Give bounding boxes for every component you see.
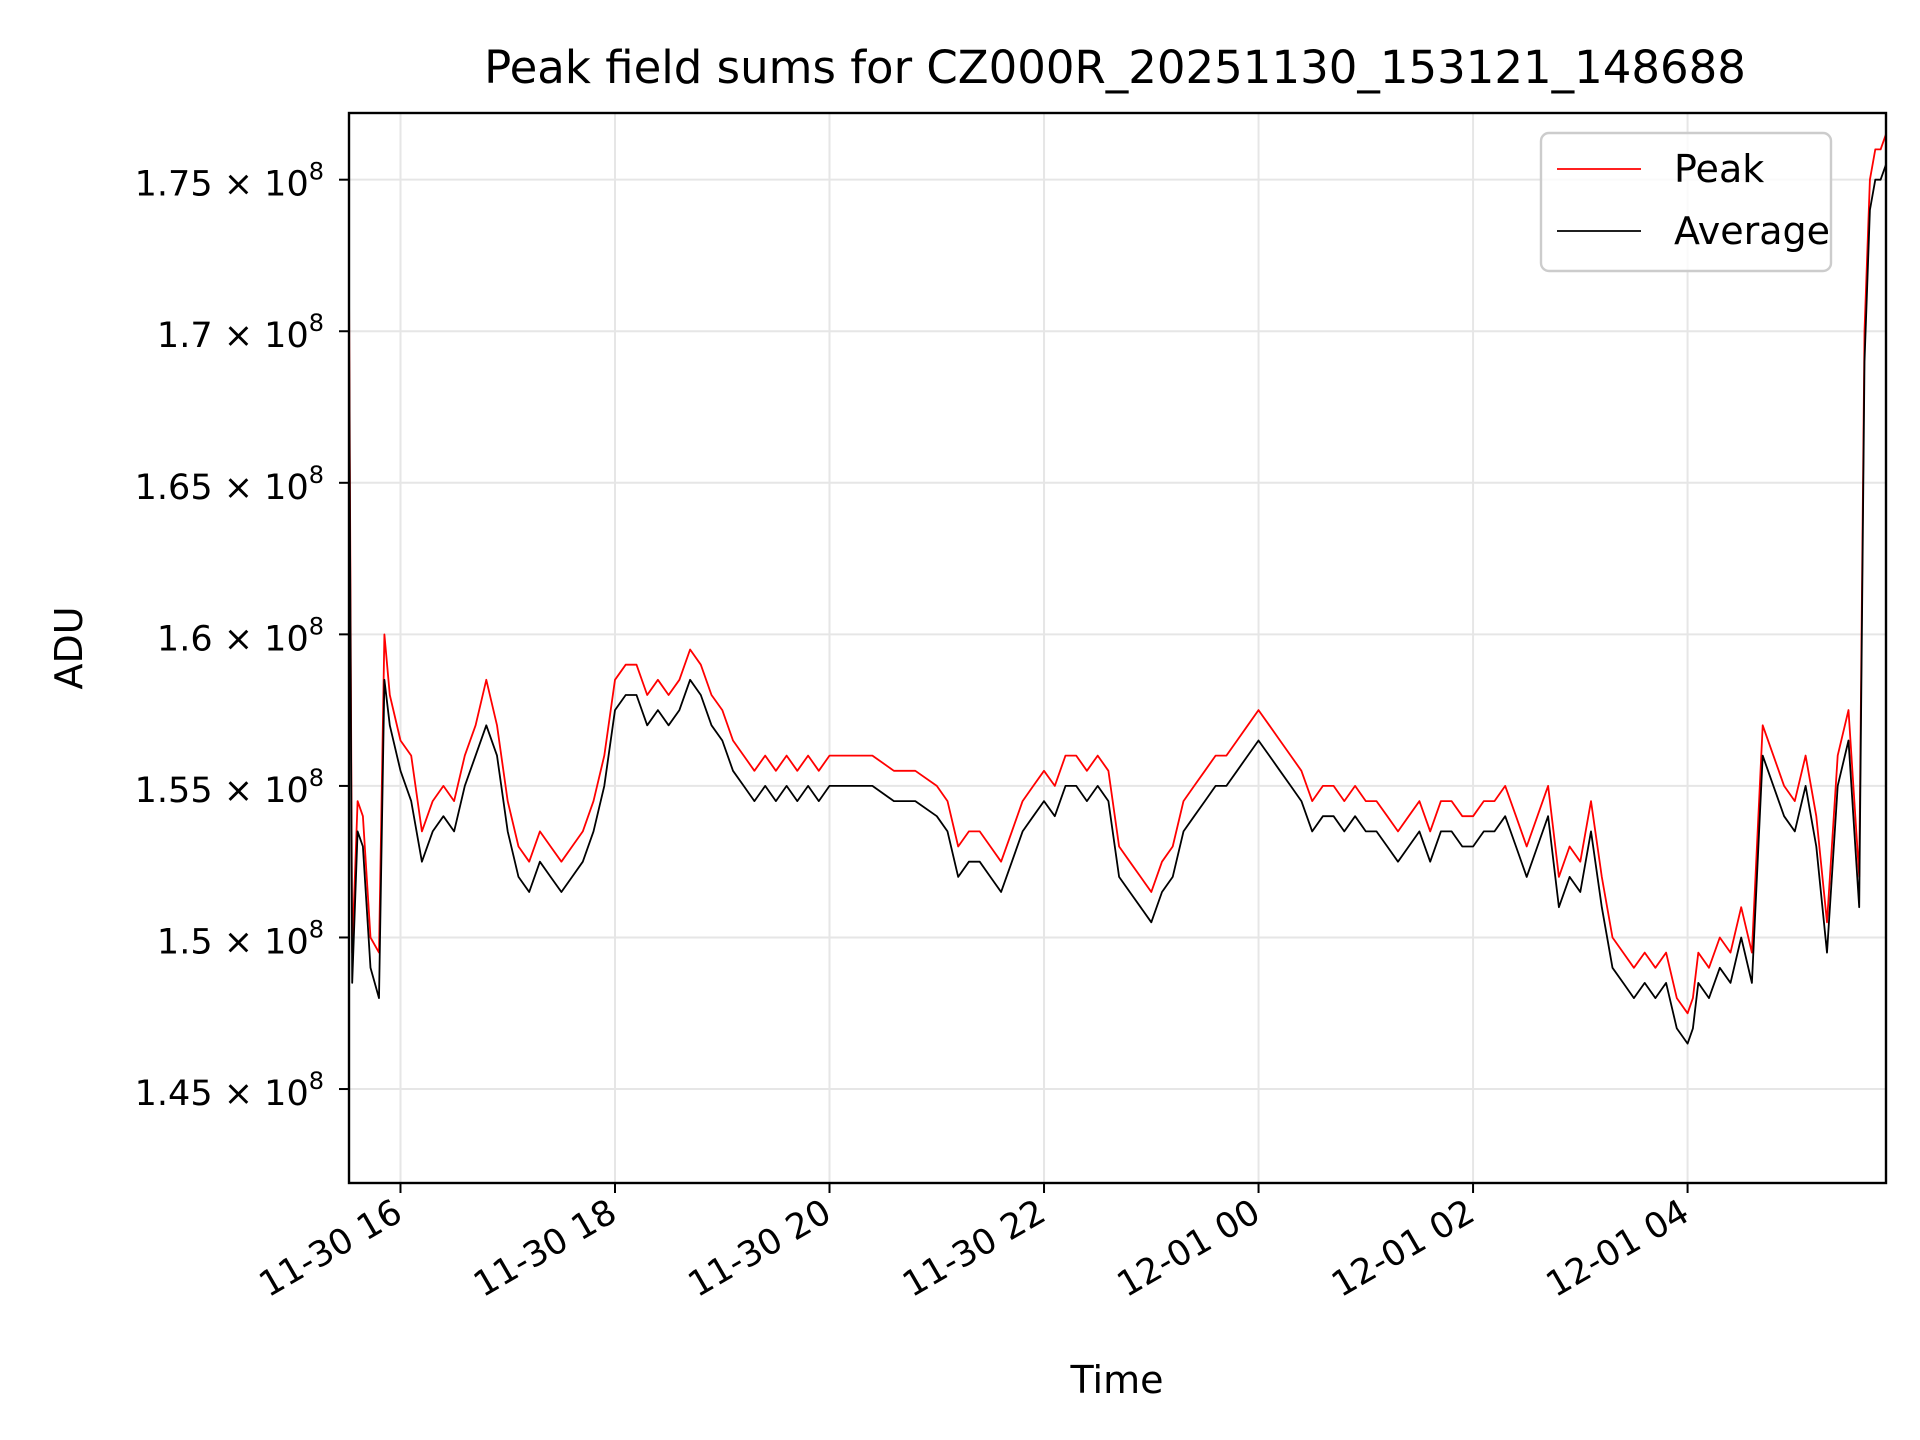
series-line-peak bbox=[348, 133, 1887, 1015]
y-tick-times: × 10 bbox=[213, 165, 309, 205]
y-tick-exponent: 8 bbox=[309, 764, 324, 792]
y-axis-label: ADU bbox=[47, 606, 91, 689]
y-tick-label: 1.5 × 108 bbox=[157, 915, 324, 962]
y-tick-exponent: 8 bbox=[309, 612, 324, 640]
y-tick-mantissa: 1.55 bbox=[135, 771, 213, 811]
chart-title: Peak field sums for CZ000R_20251130_1531… bbox=[484, 41, 1746, 94]
series-line-average bbox=[348, 164, 1887, 1045]
legend: Peak Average bbox=[1539, 131, 1833, 273]
y-tick-times: × 10 bbox=[213, 316, 309, 356]
y-tick-exponent: 8 bbox=[309, 915, 324, 943]
y-tick-exponent: 8 bbox=[309, 158, 324, 186]
grid bbox=[349, 113, 1886, 1183]
y-tick-times: × 10 bbox=[213, 922, 309, 962]
y-tick-times: × 10 bbox=[213, 771, 309, 811]
y-tick-mantissa: 1.7 bbox=[157, 316, 213, 356]
y-tick-mantissa: 1.65 bbox=[135, 468, 213, 508]
y-tick-label: 1.65 × 108 bbox=[135, 461, 324, 508]
y-tick-exponent: 8 bbox=[309, 309, 324, 337]
y-tick-mantissa: 1.75 bbox=[135, 165, 213, 205]
y-tick-mantissa: 1.45 bbox=[135, 1074, 213, 1114]
legend-label-peak: Peak bbox=[1674, 147, 1764, 191]
legend-box bbox=[1539, 131, 1833, 273]
y-tick-times: × 10 bbox=[213, 619, 309, 659]
y-tick-label: 1.7 × 108 bbox=[157, 309, 324, 356]
plot-background bbox=[349, 113, 1886, 1183]
y-tick-label: 1.75 × 108 bbox=[135, 158, 324, 205]
legend-label-average: Average bbox=[1674, 209, 1830, 253]
y-tick-label: 1.6 × 108 bbox=[157, 612, 324, 659]
y-tick-exponent: 8 bbox=[309, 1067, 324, 1095]
y-tick-mantissa: 1.6 bbox=[157, 619, 213, 659]
y-tick-times: × 10 bbox=[213, 1074, 309, 1114]
y-tick-label: 1.55 × 108 bbox=[135, 764, 324, 811]
y-tick-times: × 10 bbox=[213, 468, 309, 508]
x-axis-label: Time bbox=[1070, 1358, 1164, 1402]
y-tick-label: 1.45 × 108 bbox=[135, 1067, 324, 1114]
plot-area bbox=[347, 111, 1888, 1185]
y-tick-exponent: 8 bbox=[309, 461, 324, 489]
y-tick-mantissa: 1.5 bbox=[157, 922, 213, 962]
plot-frame bbox=[347, 111, 1888, 1185]
series-lines bbox=[348, 133, 1887, 1045]
